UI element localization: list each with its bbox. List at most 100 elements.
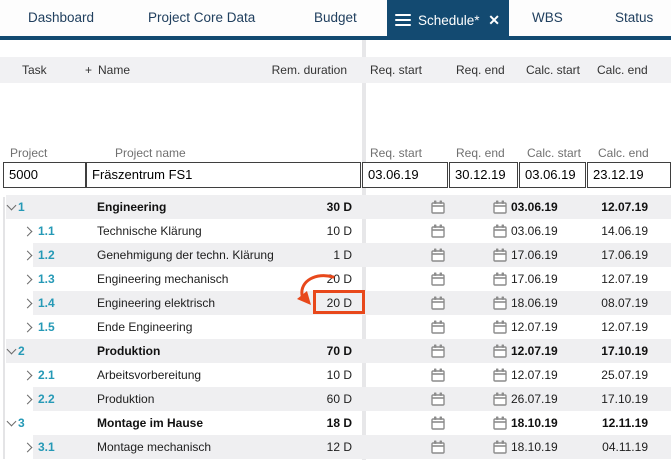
calendar-icon[interactable]: [431, 344, 445, 358]
chevron-right-icon[interactable]: [22, 322, 33, 333]
calendar-icon[interactable]: [431, 440, 445, 454]
rem-duration-value[interactable]: 30 D: [326, 200, 352, 214]
calendar-icon[interactable]: [493, 296, 507, 310]
chevron-right-icon[interactable]: [22, 394, 33, 405]
tab-project-core-data[interactable]: Project Core Data: [148, 10, 256, 25]
rem-duration-value[interactable]: 10 D: [326, 224, 352, 238]
chevron-right-icon[interactable]: [22, 274, 33, 285]
calendar-icon[interactable]: [431, 392, 445, 406]
col-calc-end[interactable]: Calc. end: [597, 63, 648, 77]
rem-duration-value[interactable]: 20 D: [326, 272, 352, 286]
tab-bar: Dashboard Project Core Data Budget Sched…: [0, 0, 671, 40]
task-name[interactable]: Technische Klärung: [97, 224, 202, 238]
task-name[interactable]: Montage mechanisch: [97, 440, 212, 454]
calendar-icon[interactable]: [493, 392, 507, 406]
task-name[interactable]: Engineering mechanisch: [97, 272, 229, 286]
row-stripe: [6, 195, 671, 219]
calc-start-value: 18.10.19: [511, 416, 558, 430]
task-name[interactable]: Produktion: [97, 392, 155, 406]
task-row-1.3[interactable]: 1.3 Engineering mechanisch 20 D 17.06.19 12.…: [0, 267, 671, 291]
rem-duration-value[interactable]: 18 D: [326, 416, 352, 430]
project-id-field[interactable]: 5000: [3, 162, 86, 188]
calendar-icon[interactable]: [431, 200, 445, 214]
tab-dashboard[interactable]: Dashboard: [28, 10, 95, 25]
tab-status[interactable]: Status: [615, 10, 654, 25]
col-req-end[interactable]: Req. end: [456, 63, 505, 77]
calc-end-value: 17.06.19: [601, 248, 648, 262]
calc-end-value: 12.07.19: [601, 272, 648, 286]
project-name-field[interactable]: Fräszentrum FS1: [86, 162, 361, 188]
calendar-icon[interactable]: [493, 440, 507, 454]
rem-duration-value[interactable]: 1 D: [333, 248, 352, 262]
chevron-right-icon[interactable]: [22, 250, 33, 261]
task-row-3.1[interactable]: 3.1 Montage mechanisch 12 D 18.10.19 04.11.1…: [0, 435, 671, 459]
rem-duration-value[interactable]: 10 D: [326, 368, 352, 382]
task-name[interactable]: Genehmigung der techn. Klärung: [97, 248, 274, 262]
chevron-right-icon[interactable]: [22, 442, 33, 453]
calc-start-value: 17.06.19: [511, 248, 558, 262]
task-name[interactable]: Produktion: [97, 344, 161, 358]
calendar-icon[interactable]: [431, 224, 445, 238]
calc-start-value: 26.07.19: [511, 392, 558, 406]
project-calc-start-field[interactable]: 03.06.19: [519, 162, 586, 188]
task-row-1.2[interactable]: 1.2 Genehmigung der techn. Klärung 1 D 17.0…: [0, 243, 671, 267]
calendar-icon[interactable]: [493, 272, 507, 286]
hamburger-menu-icon[interactable]: [395, 11, 411, 29]
calendar-icon[interactable]: [493, 248, 507, 262]
project-req-end-field[interactable]: 30.12.19: [449, 162, 518, 188]
rem-duration-value[interactable]: 60 D: [326, 392, 352, 406]
task-name[interactable]: Engineering: [97, 200, 167, 214]
calendar-icon[interactable]: [431, 248, 445, 262]
project-calc-end-field[interactable]: 23.12.19: [587, 162, 671, 188]
task-row-3[interactable]: 3 Montage im Hause 18 D 18.10.19 12.11.19: [0, 411, 671, 435]
col-name[interactable]: Name: [98, 63, 131, 77]
col-rem-duration[interactable]: Rem. duration: [271, 63, 347, 77]
calendar-icon[interactable]: [493, 416, 507, 430]
calendar-icon[interactable]: [493, 224, 507, 238]
chevron-right-icon[interactable]: [22, 370, 33, 381]
close-tab-icon[interactable]: ✕: [488, 11, 500, 28]
task-name[interactable]: Engineering elektrisch: [97, 296, 216, 310]
rem-duration-value[interactable]: 20 D: [326, 296, 352, 310]
task-row-1.5[interactable]: 1.5 Ende Engineering 12.07.19 12.07.19: [0, 315, 671, 339]
label-project: Project: [10, 146, 48, 160]
rem-duration-value[interactable]: 70 D: [326, 344, 352, 358]
calendar-icon[interactable]: [431, 296, 445, 310]
task-row-1.1[interactable]: 1.1 Technische Klärung 10 D 03.06.19 14.06.1…: [0, 219, 671, 243]
rem-duration-value[interactable]: 12 D: [326, 440, 352, 454]
calendar-icon[interactable]: [431, 416, 445, 430]
calendar-icon[interactable]: [431, 320, 445, 334]
calendar-icon[interactable]: [493, 320, 507, 334]
calendar-icon[interactable]: [431, 368, 445, 382]
tab-schedule[interactable]: Schedule* ✕: [387, 0, 509, 40]
task-number: 1.1: [38, 224, 55, 238]
chevron-right-icon[interactable]: [22, 298, 33, 309]
calendar-icon[interactable]: [493, 200, 507, 214]
calc-start-value: 17.06.19: [511, 272, 558, 286]
task-row-2[interactable]: 2 Produktion 70 D 12.07.19 17.10.19: [0, 339, 671, 363]
task-row-2.2[interactable]: 2.2 Produktion 60 D 26.07.19 17.10.19: [0, 387, 671, 411]
col-task[interactable]: Task: [22, 63, 47, 77]
col-calc-start[interactable]: Calc. start: [526, 63, 581, 77]
task-name[interactable]: Arbeitsvorbereitung: [97, 368, 202, 382]
tab-wbs[interactable]: WBS: [532, 10, 563, 25]
task-name[interactable]: Ende Engineering: [97, 320, 193, 334]
calendar-icon[interactable]: [493, 344, 507, 358]
add-column-icon[interactable]: +: [85, 63, 93, 77]
project-row: 5000 Fräszentrum FS1 03.06.19 30.12.19 0…: [0, 162, 671, 188]
label-project-name: Project name: [115, 146, 186, 160]
label-req-start: Req. start: [370, 146, 423, 160]
task-row-2.1[interactable]: 2.1 Arbeitsvorbereitung 10 D 12.07.19 25.07.…: [0, 363, 671, 387]
calendar-icon[interactable]: [431, 272, 445, 286]
calc-end-value: 12.11.19: [601, 416, 648, 430]
chevron-right-icon[interactable]: [22, 226, 33, 237]
tab-budget[interactable]: Budget: [314, 10, 357, 25]
chevron-down-icon[interactable]: [6, 416, 17, 427]
task-name[interactable]: Montage im Hause: [97, 416, 204, 430]
task-row-1.4[interactable]: 1.4 Engineering elektrisch 20 D 18.06.19 08.…: [0, 274, 671, 315]
col-req-start[interactable]: Req. start: [370, 63, 423, 77]
calendar-icon[interactable]: [493, 368, 507, 382]
calc-end-value: 04.11.19: [602, 440, 648, 454]
task-row-1[interactable]: 1 Engineering 30 D 03.06.19 12.07.19: [0, 195, 671, 219]
project-req-start-field[interactable]: 03.06.19: [362, 162, 448, 188]
